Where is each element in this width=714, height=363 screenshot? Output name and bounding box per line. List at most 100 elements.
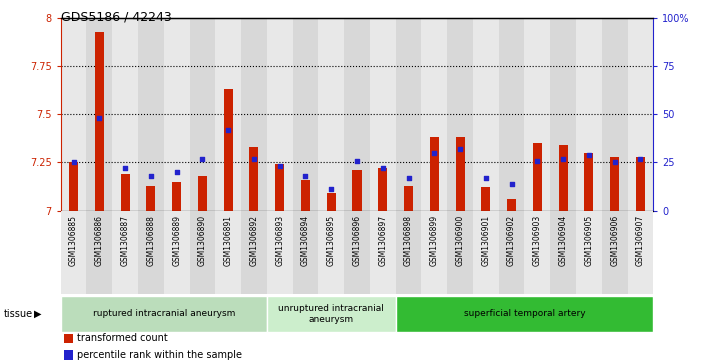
Bar (404, 185, 413, 211)
Point (428, 150, 440, 156)
Bar (456, 138, 465, 211)
Text: GSM1306897: GSM1306897 (378, 215, 387, 266)
Text: GSM1306898: GSM1306898 (404, 215, 413, 266)
Text: GSM1306892: GSM1306892 (249, 215, 258, 266)
Bar (61, 18, 86, 211)
Bar (498, 211, 525, 294)
Point (583, 152, 595, 158)
Bar (293, 211, 318, 294)
Bar (293, 18, 318, 211)
Bar (550, 211, 576, 294)
Bar (584, 153, 593, 211)
Bar (421, 211, 447, 294)
Bar (507, 199, 516, 211)
Text: GSM1306888: GSM1306888 (146, 215, 156, 266)
Text: GSM1306894: GSM1306894 (301, 215, 310, 266)
Point (454, 146, 466, 152)
Text: GSM1306890: GSM1306890 (198, 215, 207, 266)
Bar (447, 211, 473, 294)
Bar (378, 168, 387, 211)
Bar (241, 18, 267, 211)
Text: GDS5186 / 42243: GDS5186 / 42243 (61, 11, 171, 24)
Bar (533, 143, 542, 211)
Bar (353, 170, 361, 211)
Bar (473, 211, 498, 294)
Bar (396, 296, 653, 332)
Bar (189, 18, 216, 211)
Text: GSM1306895: GSM1306895 (327, 215, 336, 266)
Bar (576, 18, 602, 211)
Bar (164, 18, 189, 211)
Text: GSM1306889: GSM1306889 (172, 215, 181, 266)
Bar (481, 187, 491, 211)
Bar (628, 211, 653, 294)
Text: GSM1306899: GSM1306899 (430, 215, 439, 266)
Bar (164, 211, 189, 294)
Bar (498, 18, 525, 211)
Bar (525, 211, 550, 294)
Bar (447, 18, 473, 211)
Bar (602, 18, 628, 211)
Text: ▶: ▶ (34, 309, 42, 319)
Bar (146, 185, 156, 211)
Bar (370, 211, 396, 294)
Bar (576, 211, 602, 294)
Text: GSM1306904: GSM1306904 (558, 215, 568, 266)
Bar (86, 18, 112, 211)
Point (326, 187, 337, 192)
Bar (473, 18, 498, 211)
Bar (430, 138, 439, 211)
Bar (112, 18, 138, 211)
Point (403, 175, 414, 181)
Text: transformed count: transformed count (77, 334, 168, 343)
Bar (198, 176, 207, 211)
Point (171, 169, 182, 175)
Point (532, 158, 543, 163)
Bar (216, 18, 241, 211)
Text: ruptured intracranial aneurysm: ruptured intracranial aneurysm (93, 310, 235, 318)
Text: GSM1306906: GSM1306906 (610, 215, 619, 266)
Text: GSM1306903: GSM1306903 (533, 215, 542, 266)
Bar (216, 211, 241, 294)
Bar (267, 211, 293, 294)
Point (94, 115, 105, 121)
Bar (628, 18, 653, 211)
Bar (64, 350, 74, 360)
Point (609, 160, 620, 166)
Point (68, 160, 79, 166)
Bar (421, 18, 447, 211)
Bar (610, 157, 619, 211)
Point (196, 156, 208, 162)
Bar (301, 180, 310, 211)
Bar (64, 334, 74, 343)
Bar (241, 211, 267, 294)
Bar (344, 18, 370, 211)
Point (351, 158, 363, 163)
Bar (275, 164, 284, 211)
Text: GSM1306907: GSM1306907 (636, 215, 645, 266)
Bar (318, 18, 344, 211)
Bar (525, 18, 550, 211)
Bar (121, 174, 130, 211)
Bar (112, 211, 138, 294)
Text: GSM1306887: GSM1306887 (121, 215, 130, 266)
Bar (602, 211, 628, 294)
Bar (249, 147, 258, 211)
Bar (344, 211, 370, 294)
Point (274, 163, 286, 169)
Bar (69, 162, 78, 211)
Text: unruptured intracranial
aneurysm: unruptured intracranial aneurysm (278, 304, 384, 324)
Text: GSM1306885: GSM1306885 (69, 215, 78, 266)
Text: tissue: tissue (4, 309, 33, 319)
Text: GSM1306902: GSM1306902 (507, 215, 516, 266)
Bar (138, 18, 164, 211)
Bar (396, 211, 421, 294)
Bar (318, 211, 344, 294)
Bar (172, 182, 181, 211)
Point (558, 156, 569, 162)
Bar (558, 145, 568, 211)
Text: GSM1306886: GSM1306886 (95, 215, 104, 266)
Point (635, 156, 646, 162)
Point (377, 165, 388, 171)
Bar (95, 32, 104, 211)
